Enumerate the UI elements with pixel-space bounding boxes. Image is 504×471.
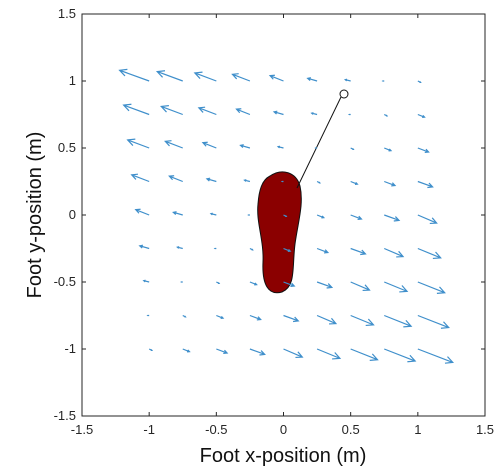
arrow — [283, 247, 292, 252]
arrow — [417, 113, 426, 118]
arrow — [126, 138, 150, 149]
arrow — [134, 208, 150, 216]
arrow — [417, 281, 446, 294]
arrow — [130, 173, 150, 183]
arrow — [350, 214, 363, 221]
arrow — [417, 214, 438, 225]
arrow — [417, 80, 422, 83]
arrow — [193, 71, 217, 82]
arrow — [216, 348, 229, 355]
arrow — [343, 78, 351, 82]
arrow — [209, 212, 217, 216]
hip-marker — [339, 89, 349, 99]
arrow — [249, 281, 258, 286]
arrow — [148, 348, 154, 351]
y-tick-label: 0.5 — [58, 140, 76, 155]
arrow — [384, 180, 397, 187]
arrow — [283, 348, 304, 359]
arrow — [417, 147, 430, 154]
arrow — [205, 177, 217, 183]
arrow — [417, 348, 455, 364]
leg-line — [296, 96, 342, 189]
arrow — [384, 281, 409, 293]
arrow — [122, 103, 150, 116]
arrow — [272, 110, 284, 116]
arrow — [350, 348, 379, 361]
arrow — [268, 74, 284, 82]
x-tick-label: -0.5 — [205, 422, 227, 437]
arrow — [239, 144, 251, 149]
x-tick-label: 0 — [280, 422, 287, 437]
arrow — [249, 314, 262, 321]
arrow — [350, 147, 355, 150]
arrow — [182, 348, 191, 353]
arrow — [172, 211, 183, 216]
arrow — [350, 281, 371, 292]
arrow — [383, 113, 389, 117]
arrow — [350, 180, 359, 185]
arrow — [316, 314, 338, 325]
y-tick-label: 1 — [69, 73, 76, 88]
arrow — [216, 314, 225, 319]
arrow — [350, 314, 375, 327]
arrow — [384, 348, 417, 363]
arrow — [350, 247, 367, 256]
arrow — [201, 141, 217, 149]
x-tick-label: -1.5 — [71, 422, 93, 437]
arrow — [283, 281, 296, 288]
arrow — [316, 281, 334, 289]
y-tick-label: 1.5 — [58, 6, 76, 21]
arrow — [182, 314, 187, 318]
arrow — [160, 105, 183, 116]
arrow — [316, 247, 330, 254]
x-tick-label: 1 — [414, 422, 421, 437]
arrow — [197, 106, 217, 116]
x-tick-label: 0.5 — [342, 422, 360, 437]
arrow — [118, 68, 150, 82]
y-tick-label: -0.5 — [54, 274, 76, 289]
arrow — [231, 73, 251, 82]
arrow — [142, 279, 150, 283]
arrow — [384, 247, 405, 258]
arrow — [168, 175, 183, 183]
x-tick-label: 1.5 — [476, 422, 494, 437]
y-tick-label: 0 — [69, 207, 76, 222]
arrow — [417, 247, 442, 260]
arrow — [216, 281, 221, 284]
x-axis-label: Foot x-position (m) — [200, 445, 367, 467]
arrow — [384, 147, 393, 152]
arrow — [316, 348, 342, 360]
arrow — [316, 180, 321, 184]
arrow — [310, 112, 318, 116]
y-tick-label: -1.5 — [54, 408, 76, 423]
arrow — [283, 214, 288, 217]
arrow — [249, 348, 266, 356]
y-axis-label: Foot y-position (m) — [24, 132, 46, 299]
arrow — [417, 314, 450, 329]
arrow — [276, 145, 284, 149]
arrow — [138, 244, 150, 250]
arrow — [235, 108, 251, 116]
y-tick-label: -1 — [64, 341, 76, 356]
arrow — [243, 179, 251, 183]
arrow — [283, 314, 300, 323]
arrow — [316, 214, 326, 219]
x-tick-label: -1 — [143, 422, 155, 437]
arrow — [249, 247, 254, 251]
foot-shape — [257, 171, 302, 294]
arrow — [384, 214, 401, 222]
arrow — [384, 314, 413, 328]
arrow — [164, 140, 183, 149]
arrow — [306, 77, 318, 82]
arrow — [176, 246, 183, 250]
arrow — [155, 70, 183, 82]
arrow — [417, 180, 434, 189]
